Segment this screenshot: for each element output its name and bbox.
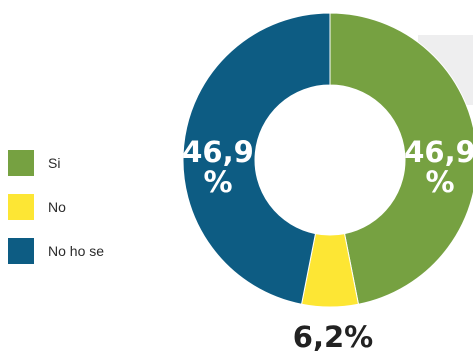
legend-item-no-ho-se: No ho se [8,238,104,264]
legend-swatch-si [8,150,34,176]
legend-item-si: Si [8,150,104,176]
slice-label-no: 6,2% [293,320,373,354]
slice-no-ho-se [182,12,331,305]
legend-label-no: No [48,199,66,215]
slice-si [329,12,473,305]
legend-item-no: No [8,194,104,220]
legend-swatch-no [8,194,34,220]
legend-label-no-ho-se: No ho se [48,243,105,259]
legend-swatch-no-ho-se [8,238,34,264]
legend-label-si: Si [48,155,61,171]
slice-label-no-ho-se: 46,9% [182,135,254,199]
slice-label-si: 46,9% [404,135,473,199]
legend: Si No No ho se [8,150,104,282]
